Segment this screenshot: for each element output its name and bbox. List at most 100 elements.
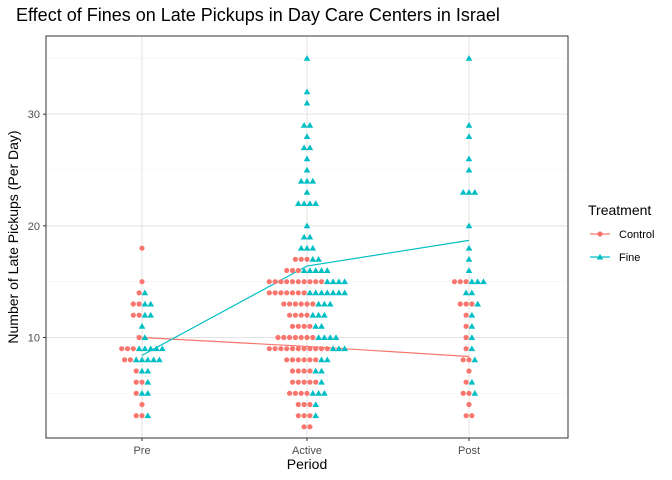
point-control — [463, 323, 469, 329]
point-control — [463, 301, 469, 307]
point-control — [139, 413, 145, 419]
point-control — [295, 357, 301, 363]
point-fine — [147, 300, 154, 307]
point-fine — [159, 345, 166, 352]
point-control — [289, 346, 296, 352]
point-fine — [465, 189, 473, 195]
point-control — [307, 401, 313, 408]
point-fine — [303, 222, 311, 229]
point-control — [289, 323, 296, 329]
point-fine — [341, 278, 348, 285]
point-fine — [465, 166, 473, 173]
point-fine — [324, 289, 331, 296]
legend-label-fine: Fine — [619, 252, 640, 264]
point-fine — [318, 323, 325, 329]
point-fine — [312, 367, 319, 374]
chart-title: Effect of Fines on Late Pickups in Day C… — [16, 5, 500, 25]
point-fine — [468, 311, 476, 318]
point-fine — [303, 99, 311, 106]
point-control — [301, 357, 307, 363]
point-fine — [300, 200, 308, 206]
point-fine — [303, 88, 311, 95]
point-fine — [156, 356, 163, 363]
point-control — [295, 279, 301, 285]
point-control — [292, 312, 298, 318]
point-fine — [144, 378, 152, 385]
point-fine — [326, 300, 334, 307]
legend: Treatment Control Fine — [588, 202, 654, 264]
point-control — [292, 301, 298, 307]
point-fine — [300, 122, 308, 128]
point-control — [287, 301, 293, 307]
point-control — [301, 290, 307, 296]
point-control — [304, 301, 310, 307]
point-fine — [324, 278, 331, 285]
point-control — [304, 256, 310, 262]
point-control — [295, 346, 301, 352]
point-control — [457, 301, 463, 307]
point-fine — [465, 55, 473, 61]
point-fine — [335, 278, 343, 285]
point-control — [136, 312, 142, 318]
point-control — [469, 301, 475, 307]
point-control — [287, 312, 293, 318]
point-control — [313, 357, 319, 363]
point-control — [139, 279, 145, 285]
point-fine — [465, 222, 473, 229]
point-fine — [300, 233, 308, 240]
point-fine — [474, 278, 481, 285]
point-control — [307, 346, 313, 352]
point-fine — [471, 390, 479, 396]
point-control — [130, 312, 136, 318]
point-control — [136, 290, 142, 296]
point-control — [451, 279, 458, 285]
point-control — [313, 346, 319, 352]
point-fine — [321, 334, 328, 340]
point-control — [307, 424, 313, 430]
point-fine — [132, 356, 140, 363]
point-control — [266, 279, 272, 285]
point-control — [139, 401, 145, 408]
point-control — [307, 279, 313, 285]
point-control — [463, 312, 469, 318]
point-control — [295, 290, 301, 296]
data-points — [119, 55, 487, 430]
point-control — [133, 413, 139, 419]
point-control — [298, 312, 304, 318]
mean-line-control — [141, 336, 470, 358]
point-fine — [332, 334, 340, 340]
point-control — [139, 379, 145, 385]
point-control — [310, 334, 316, 341]
point-fine — [462, 289, 470, 296]
point-control — [463, 279, 469, 285]
point-control — [122, 357, 128, 363]
x-tick-label: Pre — [133, 445, 150, 457]
point-control — [301, 346, 307, 352]
point-control — [139, 245, 145, 251]
point-fine — [465, 244, 473, 251]
point-fine — [303, 155, 311, 162]
point-control — [289, 279, 296, 285]
legend-key-control — [597, 231, 603, 237]
point-fine — [465, 133, 473, 139]
point-fine — [335, 345, 343, 352]
point-control — [266, 346, 272, 352]
point-fine — [315, 334, 322, 340]
point-control — [304, 312, 310, 318]
point-fine — [295, 200, 302, 206]
point-control — [318, 346, 325, 352]
point-control — [136, 334, 142, 341]
point-control — [289, 290, 296, 296]
point-control — [284, 346, 290, 352]
point-control — [307, 368, 313, 374]
point-control — [301, 323, 307, 329]
point-fine — [321, 390, 328, 396]
point-control — [292, 390, 298, 396]
point-control — [292, 334, 298, 341]
x-axis-title: Period — [287, 456, 327, 472]
point-control — [301, 413, 307, 419]
y-axis-title: Number of Late Pickups (Per Day) — [5, 130, 21, 343]
y-tick-label: 10 — [28, 333, 40, 345]
point-control — [124, 346, 131, 352]
